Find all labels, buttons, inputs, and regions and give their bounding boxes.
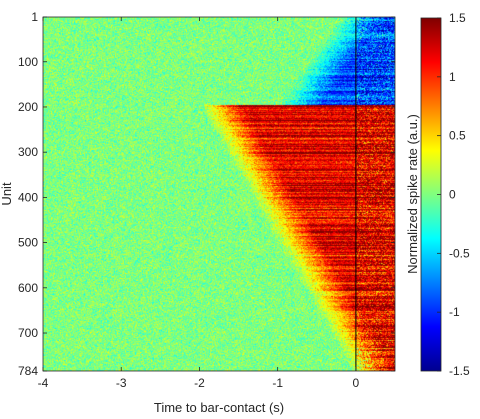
y-tick-label: 300 bbox=[18, 145, 38, 159]
y-tick-label: 600 bbox=[18, 281, 38, 295]
y-tick-label: 200 bbox=[18, 100, 38, 114]
colorbar-tick-label: 1 bbox=[449, 70, 456, 84]
x-tick-label: -1 bbox=[272, 376, 283, 390]
colorbar: 1.5 1 0.5 0 -0.5 -1 -1.5 Normalized spike rate… bbox=[405, 11, 470, 378]
x-tick-label: -4 bbox=[38, 376, 49, 390]
colorbar-tick-label: -1.5 bbox=[449, 364, 470, 378]
colorbar-ticks: 1.5 1 0.5 0 -0.5 -1 -1.5 bbox=[437, 11, 470, 378]
colorbar-tick-label: 0.5 bbox=[449, 129, 466, 143]
x-tick-label: -2 bbox=[194, 376, 205, 390]
colorbar-tick-label: 1.5 bbox=[449, 11, 466, 25]
colorbar-tick-label: -1 bbox=[449, 305, 460, 319]
x-tick-label: -3 bbox=[116, 376, 127, 390]
heatmap-image bbox=[43, 17, 395, 371]
y-axis: 1 100 200 300 400 500 600 700 784 bbox=[18, 10, 395, 378]
x-axis-label: Time to bar-contact (s) bbox=[154, 400, 284, 415]
y-tick-label: 700 bbox=[18, 326, 38, 340]
y-tick-label: 1 bbox=[31, 10, 38, 24]
colorbar-tick-label: -0.5 bbox=[449, 246, 470, 260]
y-tick-label: 500 bbox=[18, 236, 38, 250]
plot-frame bbox=[42, 16, 396, 372]
y-tick-label: 100 bbox=[18, 55, 38, 69]
y-tick-label: 400 bbox=[18, 190, 38, 204]
x-tick-label: 0 bbox=[353, 376, 360, 390]
colorbar-label: Normalized spike rate (a.u.) bbox=[405, 114, 420, 274]
y-tick-label: 784 bbox=[18, 364, 38, 378]
colorbar-tick-label: 0 bbox=[449, 188, 456, 202]
x-axis: -4 -3 -2 -1 0 bbox=[38, 17, 360, 390]
plot-area bbox=[42, 16, 396, 372]
y-axis-label: Unit bbox=[0, 182, 14, 206]
